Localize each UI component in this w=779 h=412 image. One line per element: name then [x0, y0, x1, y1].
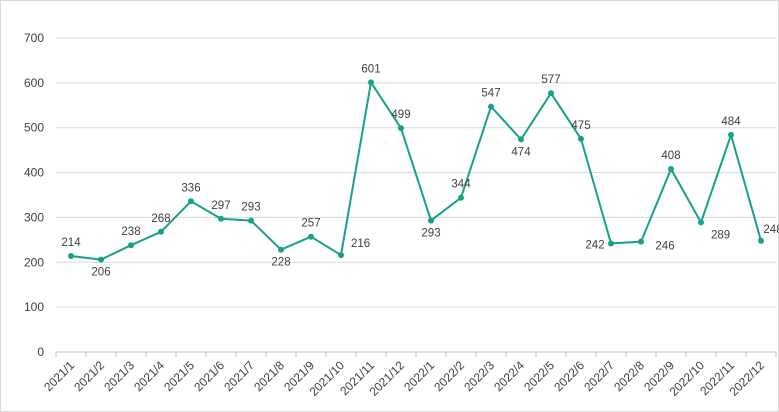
- y-tick-label: 200: [24, 255, 44, 269]
- y-tick-label: 700: [24, 31, 44, 45]
- x-tick-label: 2021/8: [251, 358, 287, 394]
- data-point: [728, 131, 734, 138]
- data-point: [98, 256, 104, 263]
- data-point: [278, 246, 284, 253]
- data-point: [488, 103, 494, 110]
- x-tick-label: 2022/7: [581, 358, 617, 394]
- data-point: [338, 252, 344, 259]
- data-label: 408: [661, 150, 680, 162]
- y-tick-label: 600: [24, 76, 44, 90]
- data-label: 547: [481, 88, 500, 100]
- data-label: 206: [91, 267, 110, 279]
- data-point: [308, 233, 314, 240]
- x-tick-label: 2022/1: [401, 358, 437, 394]
- data-label: 344: [451, 179, 471, 191]
- data-label: 289: [711, 229, 730, 241]
- data-label: 293: [421, 228, 440, 240]
- data-label: 484: [721, 116, 741, 128]
- data-point: [548, 90, 554, 97]
- data-label: 238: [121, 226, 140, 238]
- data-point: [398, 125, 404, 132]
- data-point: [638, 238, 644, 245]
- x-tick-label: 2021/5: [161, 358, 197, 394]
- x-tick-label: 2022/6: [551, 358, 587, 394]
- y-tick-label: 300: [24, 210, 44, 224]
- data-point: [428, 217, 434, 224]
- x-tick-label: 2022/4: [491, 358, 527, 394]
- data-label: 268: [151, 213, 170, 225]
- data-point: [248, 217, 254, 224]
- series-line: [70, 81, 762, 261]
- x-tick-label: 2021/7: [221, 358, 257, 394]
- y-tick-label: 500: [24, 121, 44, 135]
- data-point: [68, 253, 74, 260]
- x-tick-label: 2022/5: [521, 358, 557, 394]
- data-point: [458, 194, 464, 201]
- data-point: [518, 136, 524, 143]
- data-label: 214: [61, 237, 81, 249]
- data-label: 293: [241, 202, 260, 214]
- data-label: 257: [301, 218, 320, 230]
- data-label: 246: [655, 241, 674, 253]
- y-tick-label: 100: [24, 300, 44, 314]
- data-label: 601: [361, 63, 380, 75]
- x-tick-label: 2021/3: [101, 358, 137, 394]
- data-point: [128, 242, 134, 249]
- data-point: [698, 219, 704, 226]
- data-label: 577: [541, 74, 560, 86]
- data-point: [368, 79, 374, 86]
- x-tick-label: 2021/4: [131, 358, 167, 394]
- x-tick-label: 2022/8: [611, 358, 647, 394]
- x-tick-label: 2022/2: [431, 358, 467, 394]
- data-label: 475: [571, 120, 590, 132]
- data-label: 248: [763, 224, 779, 236]
- y-tick-label: 0: [37, 345, 44, 359]
- data-point: [668, 165, 674, 172]
- y-tick-label: 400: [24, 166, 44, 180]
- data-point: [578, 135, 584, 142]
- data-label: 474: [511, 146, 531, 158]
- x-tick-label: 2022/3: [461, 358, 497, 394]
- data-point: [758, 237, 764, 244]
- data-point: [608, 240, 614, 247]
- data-label: 297: [211, 200, 230, 212]
- data-label: 242: [585, 239, 604, 251]
- data-label: 216: [351, 238, 370, 250]
- x-tick-label: 2021/6: [191, 358, 227, 394]
- data-label: 499: [391, 109, 410, 121]
- x-tick-label: 2021/2: [71, 358, 107, 394]
- data-point: [158, 228, 164, 235]
- data-label: 228: [271, 257, 290, 269]
- x-tick-label: 2021/1: [41, 358, 77, 394]
- data-point: [218, 215, 224, 222]
- data-point: [188, 198, 194, 205]
- data-label: 336: [181, 182, 200, 194]
